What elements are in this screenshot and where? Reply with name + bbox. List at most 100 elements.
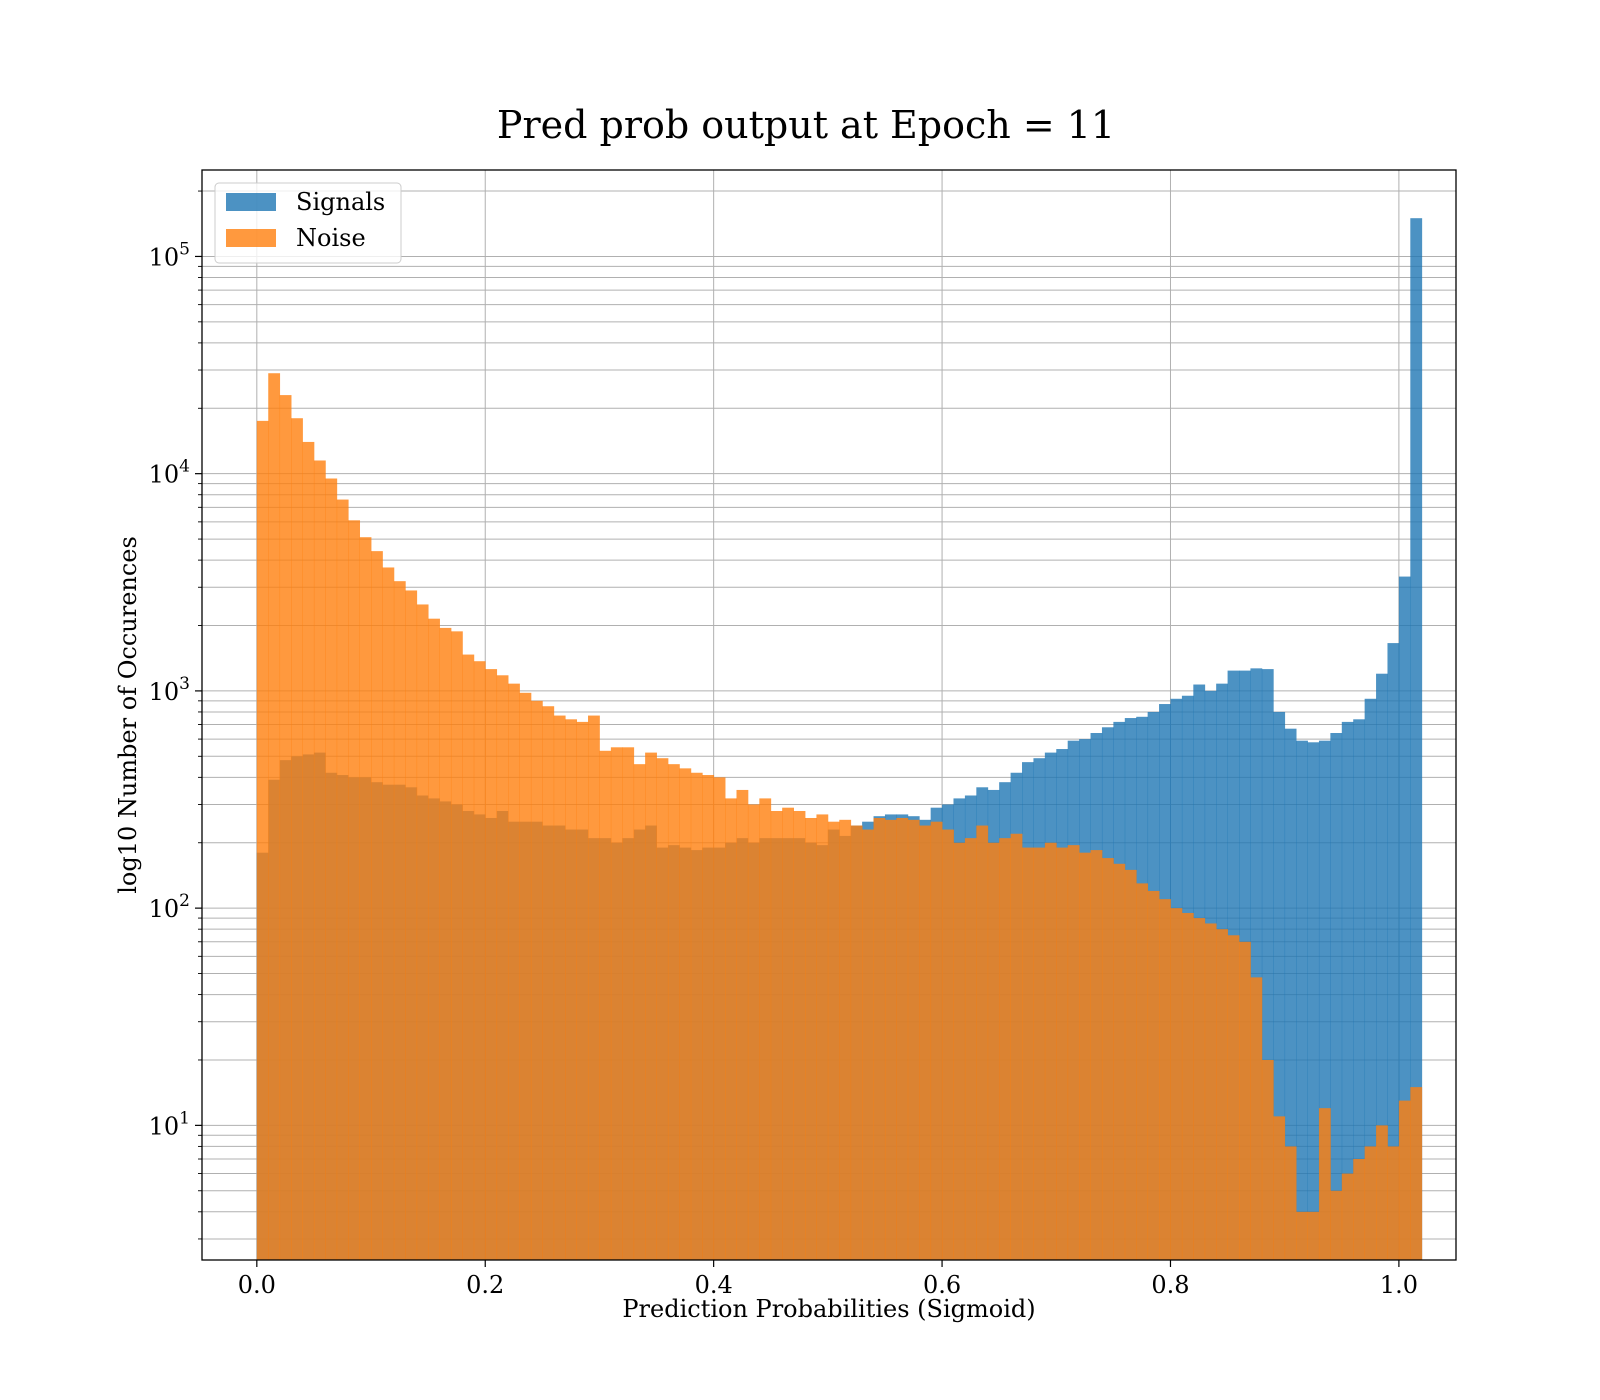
noise-bar xyxy=(964,838,977,1260)
noise-bar xyxy=(1010,833,1023,1260)
signals-bar xyxy=(1261,669,1274,1260)
noise-bar xyxy=(610,747,623,1260)
noise-bar xyxy=(1216,929,1228,1260)
x-axis-label: Prediction Probabilities (Sigmoid) xyxy=(622,1295,1035,1323)
noise-bar xyxy=(736,789,749,1260)
noise-bar xyxy=(1318,1108,1331,1260)
noise-bar xyxy=(1170,908,1183,1260)
noise-bar xyxy=(656,758,669,1260)
noise-bar xyxy=(816,814,829,1260)
noise-bar xyxy=(1250,977,1263,1260)
noise-bar xyxy=(645,752,657,1260)
noise-bar xyxy=(725,798,737,1260)
legend-swatch-signals xyxy=(226,193,276,211)
signals-bar xyxy=(1250,668,1263,1260)
x-tick-label: 0.6 xyxy=(923,1271,961,1299)
noise-bar xyxy=(782,807,794,1260)
noise-bar xyxy=(279,395,292,1260)
y-tick-label: 103 xyxy=(149,674,190,706)
noise-bar xyxy=(759,798,772,1260)
noise-bar xyxy=(439,627,452,1260)
noise-bar xyxy=(359,537,372,1260)
noise-bar xyxy=(1307,1211,1320,1260)
noise-bar xyxy=(862,829,874,1260)
chart-title: Pred prob output at Epoch = 11 xyxy=(497,103,1115,147)
signals-bar xyxy=(1353,719,1366,1260)
noise-bar xyxy=(485,669,498,1260)
signals-bar xyxy=(1296,740,1308,1260)
noise-bar xyxy=(1376,1125,1388,1260)
signals-bar xyxy=(1318,740,1331,1260)
noise-bar xyxy=(291,418,303,1260)
noise-bars xyxy=(256,373,1423,1261)
noise-bar xyxy=(1181,912,1194,1260)
noise-bar xyxy=(1330,1190,1343,1260)
plot-area-frame xyxy=(201,169,1457,1261)
noise-bar xyxy=(827,821,840,1260)
noise-bar xyxy=(873,817,886,1260)
noise-bar xyxy=(942,829,954,1260)
noise-bar xyxy=(565,719,578,1260)
noise-bar xyxy=(393,581,406,1260)
noise-bar xyxy=(850,825,863,1260)
noise-bar xyxy=(313,460,326,1261)
noise-bar xyxy=(1341,1173,1354,1260)
noise-bar xyxy=(1022,847,1034,1260)
noise-bar xyxy=(667,764,680,1260)
noise-bar xyxy=(999,838,1011,1260)
noise-bar xyxy=(519,692,532,1260)
noise-bar xyxy=(679,768,692,1260)
noise-bar xyxy=(496,675,509,1260)
signals-bar xyxy=(1341,721,1354,1260)
x-tick-label: 1.0 xyxy=(1380,1271,1418,1299)
noise-bar xyxy=(1353,1159,1366,1260)
noise-bar xyxy=(1067,845,1080,1260)
noise-bar xyxy=(805,817,817,1260)
noise-bar xyxy=(530,700,543,1260)
y-axis-label: log10 Number of Occurences xyxy=(114,536,142,894)
x-tick-label: 0.2 xyxy=(466,1271,504,1299)
noise-bar xyxy=(1159,899,1171,1260)
y-axis-ticks: 101 102 103 104 105 xyxy=(149,190,202,1240)
noise-bar xyxy=(336,499,349,1260)
noise-bar xyxy=(1033,847,1046,1260)
noise-bar xyxy=(325,478,338,1260)
noise-bar xyxy=(884,819,897,1260)
noise-bar xyxy=(896,817,909,1260)
noise-bar xyxy=(1273,1116,1286,1260)
noise-bar xyxy=(1147,890,1160,1260)
y-tick-label: 101 xyxy=(149,1108,190,1140)
noise-bar xyxy=(1193,918,1206,1260)
noise-bar xyxy=(1113,863,1126,1260)
noise-bar xyxy=(473,661,486,1260)
noise-bar xyxy=(462,654,475,1260)
noise-bar xyxy=(348,520,361,1260)
noise-bar xyxy=(1410,1087,1423,1260)
noise-bar xyxy=(839,819,852,1260)
legend-label-noise: Noise xyxy=(296,224,366,252)
noise-bar xyxy=(622,747,635,1260)
noise-bar xyxy=(713,777,726,1260)
noise-bar xyxy=(690,772,703,1260)
signals-bar xyxy=(1398,576,1411,1260)
noise-bar xyxy=(919,825,932,1260)
noise-bar xyxy=(1044,842,1057,1260)
noise-bar xyxy=(599,750,612,1260)
noise-bar xyxy=(268,373,281,1261)
noise-bar xyxy=(1090,850,1103,1260)
legend-swatch-noise xyxy=(226,229,276,247)
noise-bar xyxy=(953,842,966,1260)
noise-bar xyxy=(416,604,429,1260)
noise-bar xyxy=(1261,1059,1274,1260)
signals-bar xyxy=(1410,218,1423,1261)
noise-bar xyxy=(256,420,269,1261)
noise-bar xyxy=(1136,883,1149,1260)
noise-bar xyxy=(302,441,315,1261)
noise-bar xyxy=(1284,1146,1297,1260)
signals-bar xyxy=(1307,742,1320,1260)
noise-bar xyxy=(976,825,989,1260)
x-tick-label: 0.8 xyxy=(1151,1271,1189,1299)
noise-bar xyxy=(428,618,440,1260)
signals-bar xyxy=(1387,643,1400,1260)
noise-bar xyxy=(1204,923,1217,1260)
